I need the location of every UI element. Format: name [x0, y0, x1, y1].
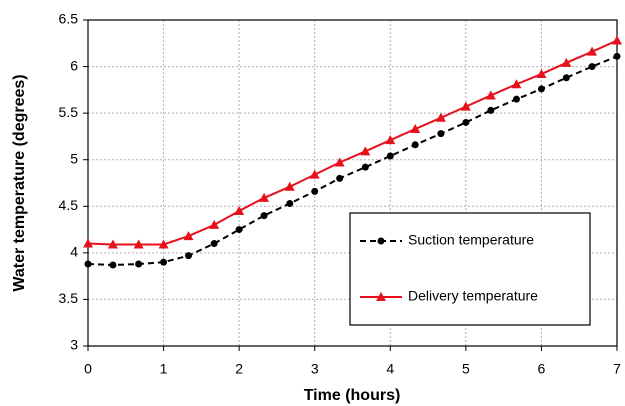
y-axis-title: Water temperature (degrees) — [11, 74, 28, 291]
x-tick-label: 2 — [235, 361, 243, 377]
x-tick-label: 1 — [160, 361, 168, 377]
marker — [612, 35, 622, 45]
marker — [107, 239, 118, 249]
marker — [84, 260, 92, 268]
marker — [210, 240, 218, 248]
marker — [109, 261, 117, 269]
y-tick-label: 4.5 — [59, 197, 79, 213]
marker — [487, 106, 495, 114]
x-tick-label: 5 — [462, 361, 470, 377]
marker — [587, 46, 598, 56]
marker — [284, 181, 295, 191]
legend-box — [349, 212, 591, 326]
series-line — [87, 39, 618, 246]
marker — [260, 212, 268, 220]
marker — [462, 118, 470, 126]
marker — [185, 252, 193, 260]
marker — [309, 169, 320, 179]
marker — [435, 112, 446, 122]
marker — [613, 52, 621, 60]
marker — [410, 123, 421, 133]
y-tick-label: 5 — [70, 150, 78, 166]
y-tick-label: 5.5 — [59, 104, 79, 120]
y-tick-label: 4 — [70, 244, 78, 260]
marker — [536, 69, 547, 79]
marker — [135, 260, 143, 268]
marker — [562, 74, 570, 82]
marker — [234, 205, 245, 215]
marker — [386, 152, 394, 160]
marker — [209, 219, 220, 229]
marker — [385, 135, 396, 145]
x-tick-label: 6 — [538, 361, 546, 377]
marker — [360, 146, 371, 156]
legend-marker — [376, 292, 386, 301]
marker — [311, 187, 319, 195]
y-tick-label: 3.5 — [59, 290, 79, 306]
legend-label: Delivery temperature — [408, 288, 538, 304]
marker — [183, 231, 194, 241]
marker — [259, 192, 270, 202]
legend-label: Suction temperature — [408, 232, 534, 248]
plot-border — [87, 19, 618, 347]
marker — [361, 163, 369, 171]
y-tick-label: 6.5 — [59, 11, 79, 27]
marker — [511, 79, 522, 89]
x-axis-title: Time (hours) — [304, 387, 401, 404]
marker — [537, 85, 545, 93]
marker — [460, 101, 471, 111]
marker — [588, 63, 596, 71]
marker — [561, 57, 572, 67]
x-tick-label: 7 — [613, 361, 621, 377]
marker — [411, 141, 419, 149]
legend-marker — [377, 237, 385, 245]
marker — [485, 90, 496, 100]
marker — [160, 258, 168, 266]
marker — [235, 226, 243, 234]
marker — [437, 130, 445, 138]
marker — [133, 239, 144, 249]
x-tick-label: 4 — [386, 361, 394, 377]
y-tick-label: 6 — [70, 57, 78, 73]
marker — [512, 95, 520, 103]
marker — [286, 199, 294, 207]
x-tick-label: 0 — [84, 361, 92, 377]
series-line — [87, 55, 618, 266]
marker — [334, 157, 345, 167]
marker — [83, 238, 93, 248]
marker — [158, 239, 169, 249]
marker — [336, 174, 344, 182]
y-tick-label: 3 — [70, 337, 78, 353]
x-tick-label: 3 — [311, 361, 319, 377]
